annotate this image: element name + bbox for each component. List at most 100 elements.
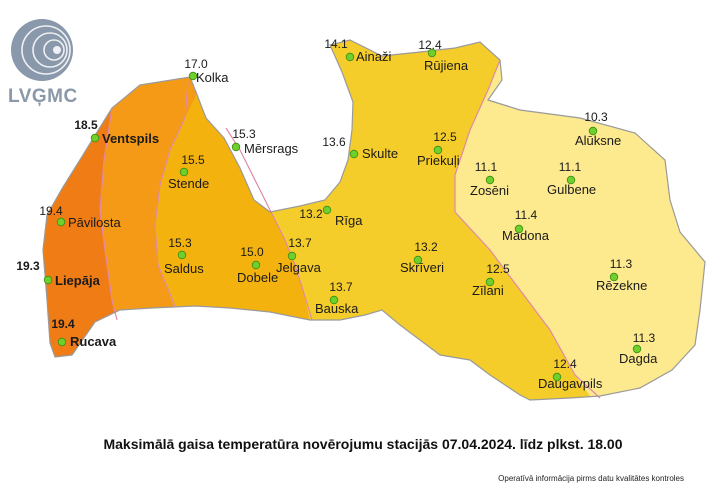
station-name: Rūjiena: [424, 58, 469, 73]
station-temperature: 15.3: [168, 236, 192, 250]
station-temperature: 13.6: [322, 135, 346, 149]
station-marker-icon: [43, 275, 53, 285]
station-temperature: 15.5: [181, 153, 205, 167]
station-marker-icon: [57, 337, 67, 347]
station-temperature: 13.7: [288, 236, 312, 250]
station-marker-icon: [427, 48, 437, 58]
station-name: Madona: [502, 228, 550, 243]
data-quality-note: Operatīvā informācija pirms datu kvalitā…: [498, 474, 684, 483]
station-marker-icon: [485, 175, 495, 185]
station-marker-icon: [349, 149, 359, 159]
station-marker-icon: [485, 277, 495, 287]
station-temperature: 10.3: [584, 110, 608, 124]
map-title: Maksimālā gaisa temperatūra novērojumu s…: [103, 436, 623, 452]
station-madona: Madona 11.4: [502, 208, 550, 243]
station-marker-icon: [231, 142, 241, 152]
station-marker-icon: [56, 217, 66, 227]
station-temperature: 19.4: [51, 317, 75, 331]
station-temperature: 11.4: [515, 208, 538, 222]
station-zīlani: Zīlani 12.5: [472, 262, 510, 298]
station-marker-icon: [322, 205, 332, 215]
station-name: Bauska: [315, 301, 359, 316]
station-dobele: Dobele 15.0: [237, 245, 278, 285]
station-temperature: 11.3: [610, 257, 633, 271]
station-temperature: 19.4: [39, 204, 63, 218]
station-temperature: 15.0: [240, 245, 264, 259]
station-name: Zosēni: [470, 183, 509, 198]
station-temperature: 13.2: [299, 207, 323, 221]
station-priekuļi: Priekuļi 12.5: [417, 130, 460, 168]
station-temperature: 12.5: [486, 262, 510, 276]
station-marker-icon: [588, 126, 598, 136]
station-temperature: 11.1: [559, 160, 582, 174]
isotherm-line: [154, 81, 189, 307]
station-pāvilosta: Pāvilosta 19.4: [39, 204, 121, 230]
station-name: Jelgava: [276, 260, 322, 275]
station-temperature: 12.4: [553, 357, 577, 371]
station-marker-icon: [514, 224, 524, 234]
station-marker-icon: [287, 251, 297, 261]
station-marker-icon: [632, 344, 642, 354]
station-temperature: 14.1: [324, 37, 348, 51]
station-name: Rucava: [70, 334, 117, 349]
station-name: Pāvilosta: [68, 215, 122, 230]
station-dagda: Dagda 11.3: [619, 331, 658, 366]
station-name: Mērsrags: [244, 141, 299, 156]
station-skulte: Skulte 13.6: [322, 135, 398, 161]
station-rucava: Rucava 19.4: [51, 317, 117, 349]
station-rūjiena: Rūjiena 12.4: [418, 38, 469, 73]
isotherm-line: [454, 59, 601, 399]
station-name: Skulte: [362, 146, 398, 161]
station-temperature: 12.4: [418, 38, 442, 52]
station-temperature: 13.2: [414, 240, 438, 254]
station-name: Alūksne: [575, 133, 621, 148]
station-temperature: 11.3: [633, 331, 656, 345]
station-liepāja: Liepāja 19.3: [16, 259, 100, 288]
station-bauska: Bauska 13.7: [315, 280, 359, 316]
station-marker-icon: [413, 255, 423, 265]
station-name: Saldus: [164, 261, 204, 276]
station-name: Priekuļi: [417, 153, 460, 168]
station-name: Kolka: [196, 70, 229, 85]
station-name: Daugavpils: [538, 376, 603, 391]
station-saldus: Saldus 15.3: [164, 236, 204, 276]
station-temperature: 11.1: [475, 160, 498, 174]
station-name: Rēzekne: [596, 278, 647, 293]
station-marker-icon: [609, 272, 619, 282]
station-zosēni: Zosēni 11.1: [470, 160, 509, 198]
brand-name: LVĢMC: [8, 86, 78, 107]
station-skrīveri: Skrīveri 13.2: [400, 240, 444, 275]
station-daugavpils: Daugavpils 12.4: [538, 357, 603, 391]
station-alūksne: Alūksne 10.3: [575, 110, 621, 148]
station-marker-icon: [329, 295, 339, 305]
station-name: Liepāja: [55, 273, 101, 288]
isotherm-line: [225, 127, 313, 321]
station-marker-icon: [345, 52, 355, 62]
station-stende: Stende 15.5: [168, 153, 209, 191]
station-marker-icon: [566, 175, 576, 185]
station-name: Dobele: [237, 270, 278, 285]
station-rēzekne: Rēzekne 11.3: [596, 257, 647, 293]
station-temperature: 12.5: [433, 130, 457, 144]
station-gulbene: Gulbene 11.1: [547, 160, 596, 197]
station-name: Zīlani: [472, 283, 504, 298]
station-name: Ventspils: [102, 131, 159, 146]
station-marker-icon: [433, 145, 443, 155]
station-ventspils: Ventspils 18.5: [74, 118, 159, 146]
station-name: Dagda: [619, 351, 658, 366]
station-temperature: 15.3: [232, 127, 256, 141]
station-temperature: 19.3: [16, 259, 40, 273]
station-rīga: Rīga 13.2: [299, 205, 363, 228]
station-name: Rīga: [335, 213, 363, 228]
station-marker-icon: [179, 167, 189, 177]
station-marker-icon: [552, 372, 562, 382]
station-temperature: 13.7: [329, 280, 353, 294]
station-temperature: 18.5: [74, 118, 98, 132]
station-marker-icon: [177, 250, 187, 260]
lvgmc-logo-icon: [11, 19, 73, 81]
station-name: Skrīveri: [400, 260, 444, 275]
isotherm-line: [99, 107, 118, 321]
